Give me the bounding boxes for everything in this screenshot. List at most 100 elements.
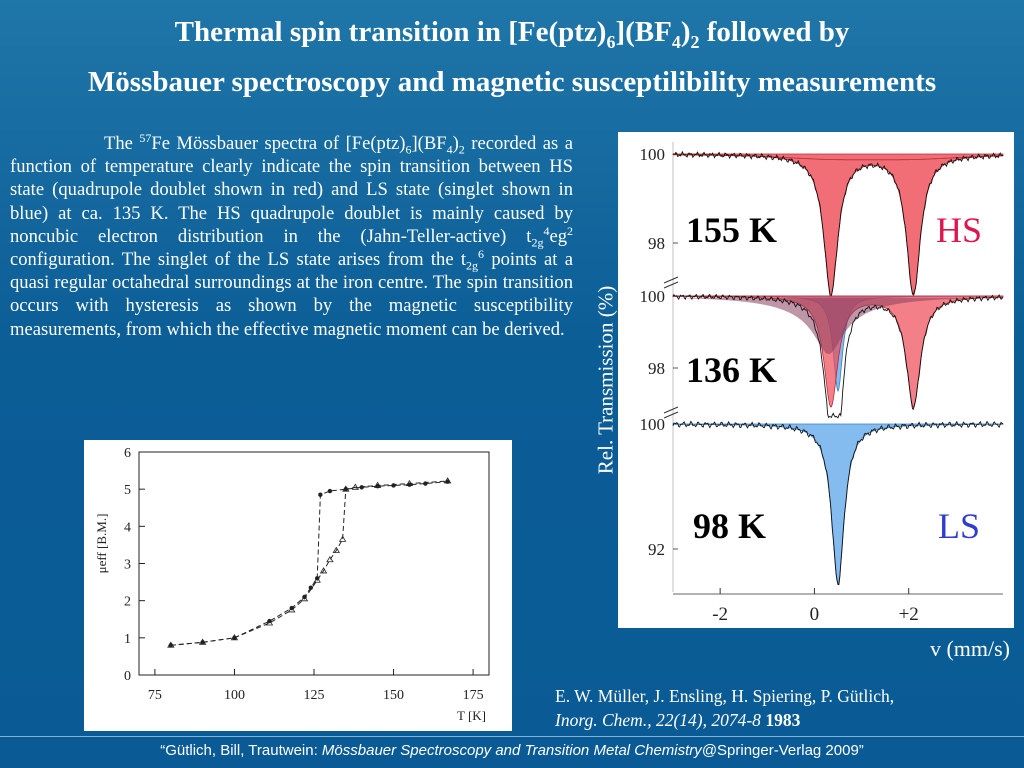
- y-tick-label: 3: [124, 558, 131, 573]
- data-point: [300, 595, 309, 602]
- sup: 2: [567, 223, 573, 238]
- data-point: [319, 567, 328, 574]
- title-line-1: Thermal spin transition in [Fe(ptz)6](BF…: [0, 12, 1024, 62]
- sub: 2g: [466, 258, 479, 273]
- text: Fe Mössbauer spectra of [Fe(ptz): [151, 133, 406, 154]
- x-tick-label: +2: [899, 604, 919, 625]
- overlap-fill: [673, 297, 1003, 354]
- x-axis-label: v (mm/s): [929, 636, 1010, 661]
- y-tick-label: 98: [648, 234, 665, 253]
- text: The: [104, 133, 140, 154]
- data-point: [167, 641, 175, 648]
- x-axis-label: T [K]: [457, 708, 486, 723]
- state-label: HS: [936, 210, 982, 250]
- data-point: [326, 556, 334, 563]
- series-line: [170, 480, 448, 646]
- y-tick-label: 1: [124, 632, 131, 647]
- data-point: [308, 585, 314, 590]
- y-axis-label: μeff [B.M.]: [94, 514, 109, 574]
- title-part: ): [680, 16, 691, 48]
- x-tick-label: 150: [383, 688, 404, 703]
- citation-journal-line: Inorg. Chem., 22(14), 2074-8 1983: [555, 708, 894, 732]
- state-label: LS: [938, 506, 980, 546]
- y-tick-label: 0: [124, 669, 131, 684]
- data-point: [288, 606, 296, 613]
- sup: 4: [543, 223, 550, 238]
- mossbauer-svg: 100 98 100 98 100 92 155 K HS 136 K 98 K LS -2 0 +2: [640, 142, 1004, 625]
- spectrum-98K: [672, 420, 1004, 585]
- title-part: Thermal spin transition in [Fe(ptz): [174, 16, 607, 48]
- sub: 2: [458, 142, 465, 157]
- title-part: followed by: [699, 16, 850, 48]
- data-point: [405, 479, 414, 486]
- data-point: [338, 535, 347, 542]
- y-tick-label: 100: [640, 415, 666, 434]
- plot-frame: [138, 451, 490, 676]
- spectrum-155K: [672, 150, 1004, 300]
- y-tick-label: 5: [124, 483, 131, 498]
- x-tick-label: 75: [148, 688, 162, 703]
- data-point: [327, 488, 333, 494]
- ls-singlet-fill: [672, 423, 1004, 586]
- text: configuration. The singlet of the LS sta…: [10, 249, 467, 271]
- data-point: [443, 477, 452, 484]
- footer-credit: “Gütlich, Bill, Trautwein: Mössbauer Spe…: [0, 742, 1024, 759]
- temperature-label: 98 K: [693, 506, 766, 546]
- sup: 57: [139, 130, 152, 145]
- data-point: [230, 634, 239, 641]
- axis-break-mark: [663, 276, 679, 289]
- sup: 6: [478, 246, 485, 261]
- citation: E. W. Müller, J. Ensling, H. Spiering, P…: [555, 684, 894, 732]
- y-axis-label: Rel. Transmission (%): [593, 285, 618, 475]
- citation-authors: E. W. Müller, J. Ensling, H. Spiering, P…: [555, 686, 895, 706]
- spectrum-136K: [672, 293, 1003, 419]
- description-paragraph: The 57Fe Mössbauer spectra of [Fe(ptz)6]…: [10, 132, 573, 341]
- x-tick-label: -2: [712, 604, 728, 625]
- data-point: [318, 492, 323, 497]
- footer-pre: “Gütlich, Bill, Trautwein:: [160, 742, 322, 759]
- text: ): [452, 133, 459, 154]
- sub: 4: [446, 142, 453, 157]
- text: ](BF: [411, 133, 447, 154]
- text: recorded as a function of temperature cl…: [10, 133, 573, 247]
- data-point: [332, 546, 340, 553]
- data-point: [391, 483, 396, 488]
- mossbauer-spectra: 100 98 100 98 100 92 155 K HS 136 K 98 K LS -2 0 +2: [618, 132, 1014, 628]
- footer-post: @Springer-Verlag 2009”: [701, 742, 864, 759]
- temperature-label: 155 K: [686, 210, 777, 250]
- magnetic-moment-svg: 75 100 125 150 175 0 1 2 3 4 5 6 T [K] μeff [B.M.]: [94, 446, 490, 723]
- slide-title: Thermal spin transition in [Fe(ptz)6](BF…: [0, 12, 1024, 102]
- y-tick-label: 100: [640, 287, 666, 306]
- x-tick-label: 125: [304, 688, 325, 703]
- y-tick-label: 98: [648, 359, 665, 378]
- y-tick-label: 6: [124, 446, 131, 461]
- citation-journal: Inorg. Chem., 22(14), 2074-8: [555, 710, 761, 730]
- data-point: [342, 485, 350, 492]
- series-line: [170, 481, 448, 646]
- data-point: [373, 481, 382, 488]
- title-sub: 4: [671, 31, 681, 52]
- data-point: [313, 576, 321, 583]
- x-tick-label: 0: [810, 604, 820, 625]
- data-point: [265, 619, 274, 626]
- title-sub: 2: [690, 31, 700, 52]
- citation-year: 1983: [760, 710, 801, 730]
- text: points at a quasi regular octahedral sur…: [10, 249, 573, 340]
- y-tick-label: 4: [124, 520, 131, 535]
- footer-divider: [0, 736, 1024, 737]
- y-tick-label: 2: [124, 595, 131, 610]
- text: eg: [549, 225, 567, 247]
- axis-break-mark: [663, 406, 679, 419]
- title-part: ](BF: [615, 16, 672, 48]
- title-line-2: Mössbauer spectroscopy and magnetic susc…: [87, 65, 937, 98]
- data-point: [351, 483, 360, 490]
- y-tick-label: 100: [640, 145, 666, 164]
- title-sub: 6: [606, 31, 616, 52]
- x-tick-label: 175: [463, 688, 484, 703]
- x-tick-label: 100: [224, 688, 245, 703]
- sub: 6: [405, 142, 412, 157]
- magnetic-moment-chart: 75 100 125 150 175 0 1 2 3 4 5 6 T [K] μeff [B.M.]: [84, 440, 512, 731]
- data-point: [198, 638, 207, 645]
- sub: 2g: [531, 235, 544, 250]
- temperature-label: 136 K: [686, 350, 777, 390]
